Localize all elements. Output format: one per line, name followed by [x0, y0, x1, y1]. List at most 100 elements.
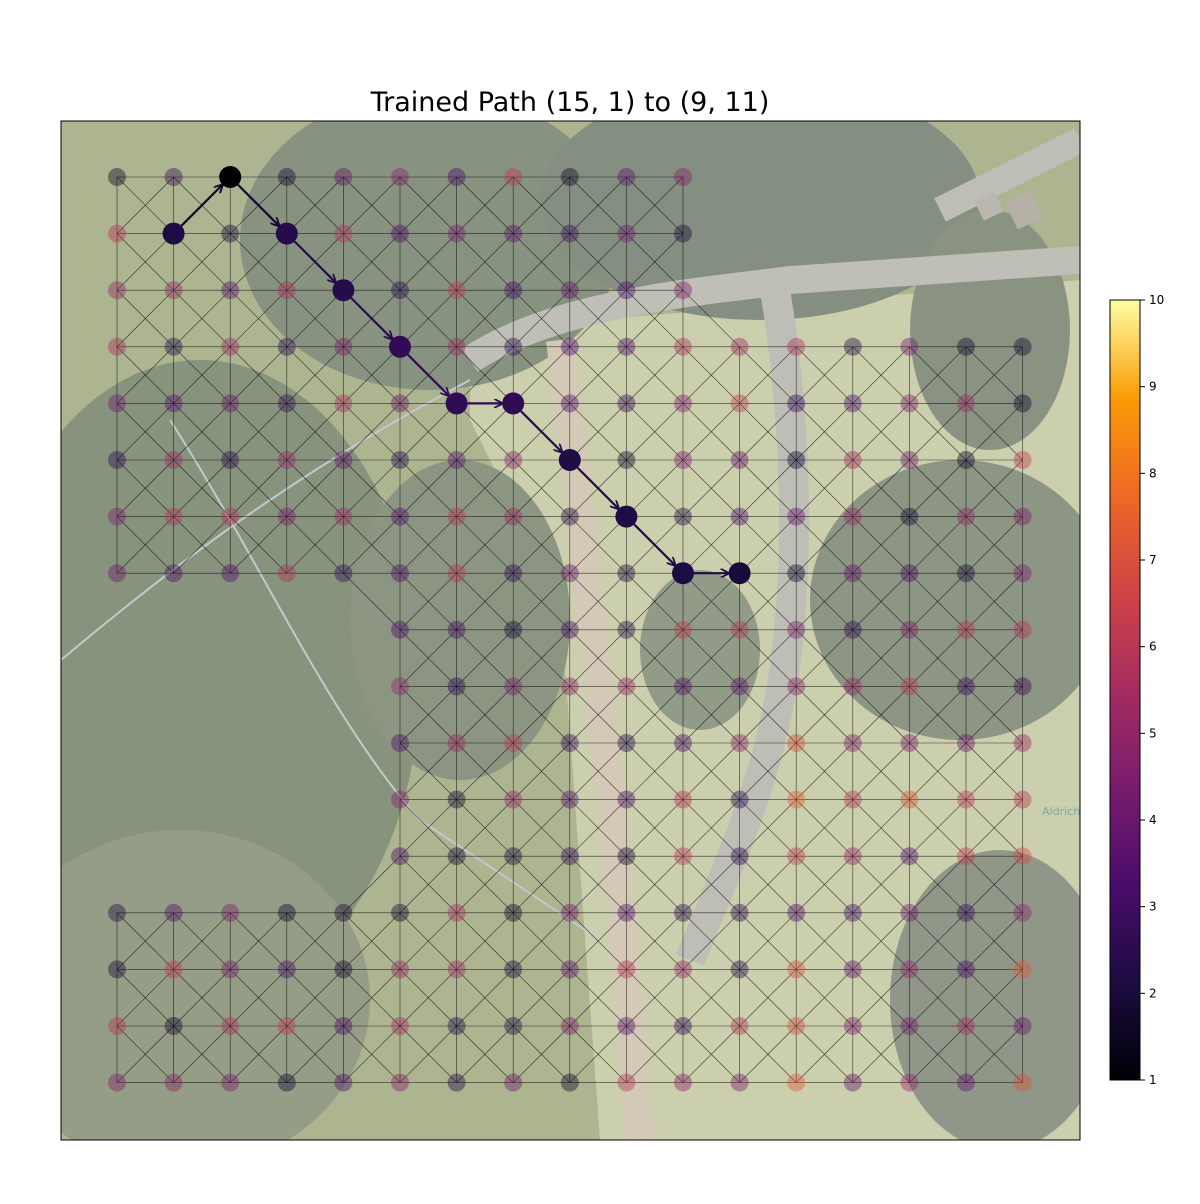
graph-node [391, 847, 409, 866]
graph-node [787, 337, 806, 356]
graph-node [957, 394, 975, 413]
graph-node [334, 1017, 353, 1035]
graph-node [730, 1017, 749, 1035]
graph-edge [626, 686, 684, 744]
graph-edge [512, 799, 571, 857]
graph-node [674, 790, 692, 809]
graph-edge [965, 572, 1023, 631]
graph-edge [682, 1025, 740, 1083]
graph-edge [116, 176, 174, 234]
graph-node [843, 620, 862, 639]
colorbar-tick-label: 2 [1149, 986, 1157, 1000]
graph-edge [399, 516, 457, 574]
graph-edge [116, 912, 174, 970]
graph-edge [739, 572, 797, 631]
path-node [162, 222, 185, 245]
graph-edge [512, 855, 571, 914]
colorbar-tick-label: 9 [1149, 380, 1157, 394]
graph-node [957, 903, 975, 922]
graph-node [730, 847, 749, 866]
graph-node [334, 451, 353, 469]
graph-node [787, 677, 806, 696]
graph-node [221, 224, 240, 243]
graph-edge [909, 855, 967, 914]
graph-node [1013, 564, 1032, 583]
graph-node [108, 281, 126, 300]
graph-nodes [108, 168, 1032, 1092]
graph-node [617, 734, 636, 752]
graph-node [900, 451, 919, 469]
graph-node [617, 677, 636, 696]
graph-edge [343, 459, 401, 517]
graph-edge [569, 516, 627, 574]
graph-node [108, 507, 126, 526]
graph-node [900, 1073, 919, 1092]
graph-node [617, 847, 636, 866]
graph-node [334, 224, 353, 243]
graph-node [108, 1017, 126, 1035]
graph-edge [512, 233, 571, 291]
graph-node [447, 1073, 466, 1092]
graph-edge [852, 459, 910, 517]
graph-node [617, 564, 636, 583]
graph-edge [173, 969, 231, 1027]
graph-edge [399, 572, 457, 631]
graph-node [447, 903, 466, 922]
graph-node [730, 620, 749, 639]
graph-node [560, 394, 579, 413]
graph-edge [456, 855, 514, 914]
graph-node [560, 507, 579, 526]
graph-node [277, 564, 296, 583]
graph-edge [852, 799, 910, 857]
graph-node [900, 847, 919, 866]
graph-edge [795, 799, 854, 857]
graph-edge [229, 912, 288, 970]
graph-node [787, 790, 806, 809]
graph-edge [909, 403, 967, 461]
graph-node [957, 507, 975, 526]
graph-edge [173, 516, 231, 574]
graph-edge [456, 176, 514, 234]
graph-edge [456, 969, 514, 1027]
graph-edge [682, 742, 740, 800]
colorbar-tick-label: 1 [1149, 1073, 1157, 1087]
graph-node [277, 451, 296, 469]
colorbar-tick-label: 8 [1149, 466, 1157, 480]
graph-edge [909, 1025, 967, 1083]
graph-node [1013, 394, 1032, 413]
graph-edge [569, 686, 627, 744]
graph-edge [965, 1025, 1023, 1083]
graph-node [900, 394, 919, 413]
graph-edge [569, 629, 627, 687]
graph-edge [682, 572, 740, 631]
colorbar-tick-label: 4 [1149, 813, 1157, 827]
graph-edge [739, 855, 797, 914]
graph-node [334, 564, 353, 583]
graph-edge [229, 1025, 288, 1083]
chart-title: Trained Path (15, 1) to (9, 11) [370, 87, 770, 118]
graph-node [560, 960, 579, 979]
graph-edge [229, 233, 288, 291]
graph-node [447, 1017, 466, 1035]
graph-edge [626, 629, 684, 687]
graph-node [334, 1073, 353, 1092]
graph-edge [399, 969, 457, 1027]
graph-edge [116, 403, 174, 461]
path-node [502, 392, 525, 415]
plot-frame [60, 120, 1081, 1141]
graph-node [787, 960, 806, 979]
graph-edge [399, 459, 457, 517]
graph-node [504, 507, 523, 526]
graph-edge [682, 403, 740, 461]
graph-node [560, 168, 579, 186]
graph-edge [399, 289, 457, 348]
graph-node [1013, 734, 1032, 752]
graph-node [277, 168, 296, 186]
graph-node [674, 281, 692, 300]
graph-node [391, 451, 409, 469]
graph-node [277, 1017, 296, 1035]
graph-edge [286, 912, 344, 970]
graph-edge [343, 969, 401, 1027]
path-node [615, 505, 638, 528]
